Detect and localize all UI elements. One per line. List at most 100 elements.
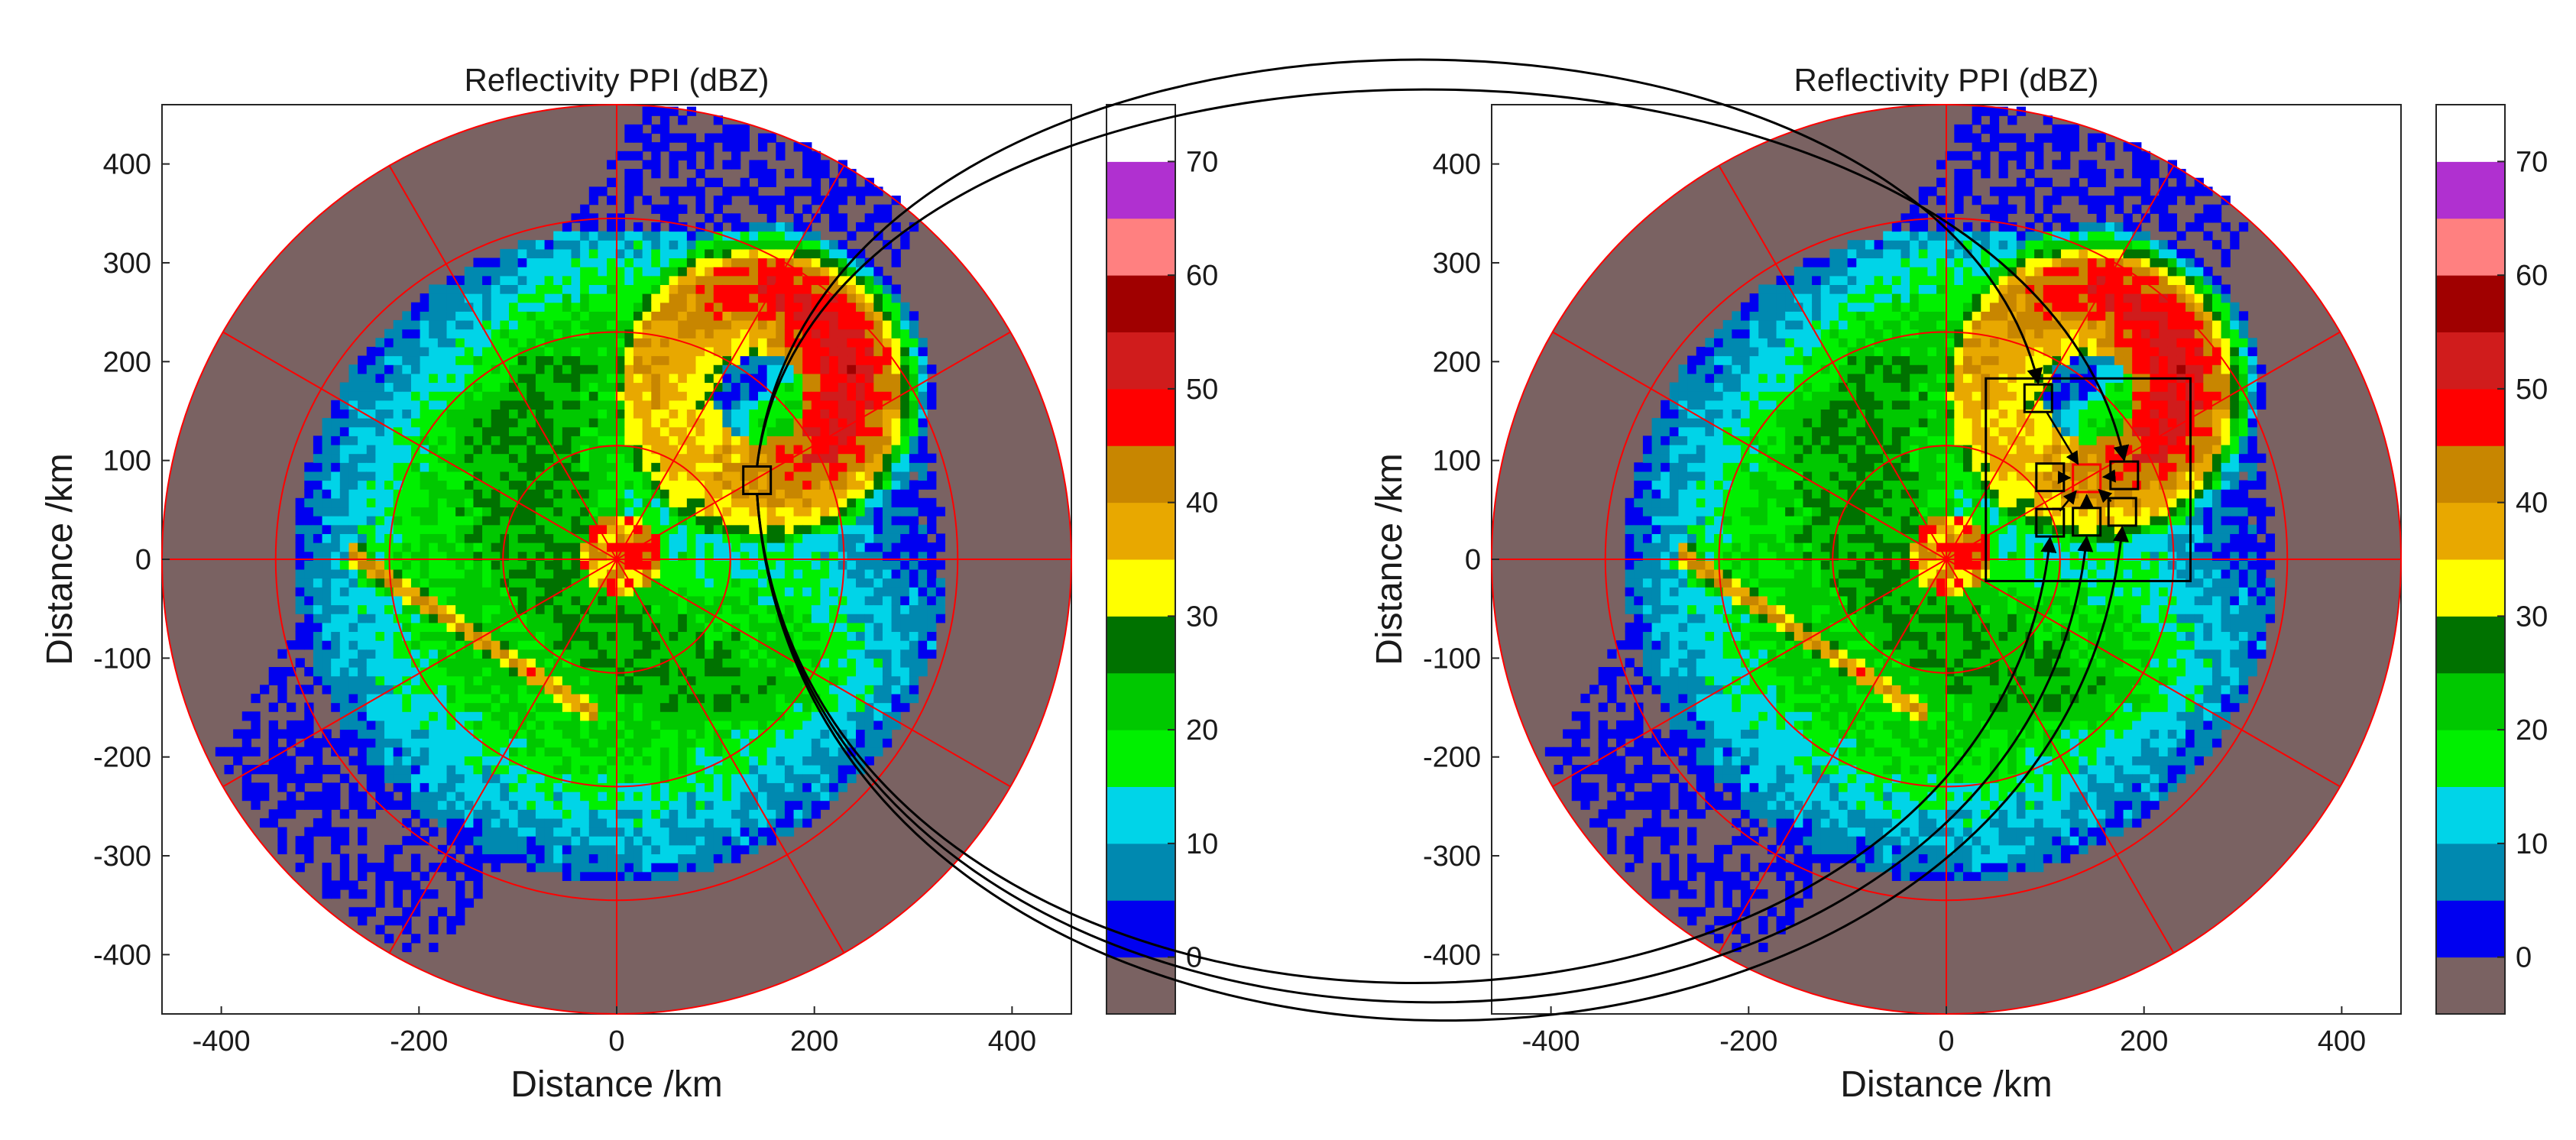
echo-cell bbox=[624, 791, 634, 802]
echo-cell bbox=[535, 418, 546, 428]
echo-cell bbox=[455, 738, 465, 748]
echo-cell bbox=[856, 524, 866, 534]
echo-cell bbox=[455, 756, 465, 766]
echo-cell bbox=[410, 782, 421, 792]
echo-cell bbox=[313, 738, 323, 748]
echo-cell bbox=[642, 675, 652, 685]
echo-cell bbox=[553, 311, 563, 321]
echo-cell bbox=[891, 391, 901, 401]
echo-cell bbox=[669, 169, 679, 179]
echo-cell bbox=[882, 338, 893, 348]
echo-cell bbox=[420, 685, 429, 695]
echo-cell bbox=[784, 302, 795, 312]
echo-cell bbox=[882, 436, 893, 445]
echo-cell bbox=[642, 160, 652, 170]
echo-cell bbox=[446, 391, 456, 401]
echo-cell bbox=[731, 631, 741, 641]
colorbar-bins bbox=[1107, 105, 1175, 1015]
echo-cell bbox=[642, 836, 652, 846]
echo-cell bbox=[562, 844, 572, 855]
echo-cell bbox=[482, 373, 492, 384]
echo-cell bbox=[766, 418, 776, 428]
echo-cell bbox=[695, 257, 705, 267]
echo-cell bbox=[642, 818, 652, 828]
echo-cell bbox=[277, 800, 287, 810]
echo-cell bbox=[580, 516, 590, 526]
echo-cell bbox=[776, 497, 786, 508]
echo-cell bbox=[766, 213, 776, 223]
echo-cell bbox=[722, 693, 732, 704]
echo-cell bbox=[793, 364, 803, 374]
echo-cell bbox=[607, 196, 617, 206]
echo-cell bbox=[446, 756, 456, 766]
echo-cell bbox=[891, 319, 901, 330]
echo-cell bbox=[553, 747, 563, 757]
echo-cell bbox=[900, 418, 910, 428]
echo-cell bbox=[598, 622, 608, 633]
echo-cell bbox=[598, 685, 608, 695]
echo-cell bbox=[598, 756, 608, 766]
echo-cell bbox=[598, 711, 608, 721]
echo-cell bbox=[1580, 747, 1590, 757]
echo-cell bbox=[705, 177, 714, 187]
echo-cell bbox=[366, 809, 376, 819]
echo-cell bbox=[829, 382, 839, 392]
echo-cell bbox=[402, 907, 412, 917]
echo-cell bbox=[713, 453, 724, 463]
echo-cell bbox=[722, 302, 732, 312]
echo-cell bbox=[784, 738, 795, 748]
echo-cell bbox=[429, 649, 439, 659]
echo-cell bbox=[642, 471, 652, 481]
echo-cell bbox=[829, 355, 839, 365]
echo-cell bbox=[429, 738, 439, 748]
echo-cell bbox=[535, 853, 546, 863]
echo-cell bbox=[402, 444, 412, 455]
echo-cell bbox=[358, 658, 368, 668]
echo-cell bbox=[295, 720, 305, 730]
echo-cell bbox=[580, 640, 590, 650]
echo-cell bbox=[384, 720, 394, 730]
echo-cell bbox=[420, 302, 429, 312]
echo-cell bbox=[598, 560, 608, 570]
echo-cell bbox=[464, 729, 475, 739]
echo-cell bbox=[633, 222, 643, 232]
echo-cell bbox=[757, 453, 768, 463]
echo-cell bbox=[811, 649, 821, 659]
echo-cell bbox=[891, 382, 901, 392]
echo-cell bbox=[615, 426, 625, 436]
echo-cell bbox=[535, 436, 546, 445]
echo-cell bbox=[793, 631, 803, 641]
echo-cell bbox=[535, 284, 546, 294]
echo-cell bbox=[642, 809, 652, 819]
echo-cell bbox=[562, 595, 572, 606]
echo-cell bbox=[766, 747, 776, 757]
echo-cell bbox=[331, 453, 341, 463]
echo-cell bbox=[659, 418, 670, 428]
echo-cell bbox=[313, 649, 323, 659]
echo-cell bbox=[873, 640, 883, 650]
echo-cell bbox=[446, 631, 456, 641]
echo-cell bbox=[678, 418, 688, 428]
echo-cell bbox=[410, 542, 421, 552]
echo-cell bbox=[553, 863, 563, 873]
echo-cell bbox=[802, 773, 812, 783]
echo-cell bbox=[784, 471, 795, 481]
echo-cell bbox=[615, 319, 625, 330]
colorbar-tick-label: 60 bbox=[1186, 260, 1218, 292]
echo-cell bbox=[722, 311, 732, 321]
echo-cell bbox=[491, 275, 501, 286]
echo-cell bbox=[722, 595, 732, 606]
echo-cell bbox=[393, 587, 403, 597]
echo-cell bbox=[446, 604, 456, 614]
echo-cell bbox=[838, 462, 847, 472]
echo-cell bbox=[624, 151, 634, 161]
echo-cell bbox=[856, 631, 866, 641]
echo-cell bbox=[482, 355, 492, 365]
echo-cell bbox=[659, 346, 670, 357]
echo-cell bbox=[705, 711, 714, 721]
echo-cell bbox=[731, 853, 741, 863]
echo-cell bbox=[624, 685, 634, 695]
echo-cell bbox=[366, 640, 376, 650]
echo-cell bbox=[322, 614, 332, 623]
echo-cell bbox=[740, 809, 750, 819]
